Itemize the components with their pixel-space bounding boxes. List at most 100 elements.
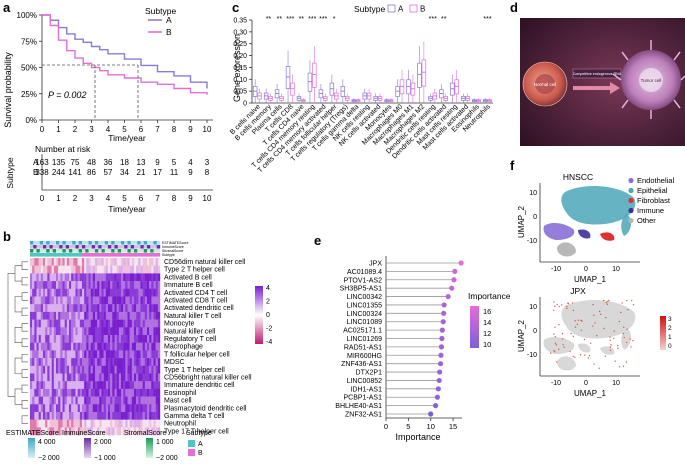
heatmap-cell	[114, 335, 117, 343]
heatmap-cell	[121, 319, 124, 328]
heatmap-cell	[99, 288, 102, 297]
heatmap-cell	[90, 404, 94, 413]
heatmap-cell	[110, 265, 113, 274]
heatmap-cell	[43, 319, 46, 328]
heatmap-cell	[40, 335, 44, 343]
expression-dot	[622, 332, 625, 335]
umap1-xlabel: UMAP_1	[574, 275, 607, 284]
gene-label: LINC01089	[347, 319, 383, 326]
heatmap-cell	[129, 427, 133, 436]
heatmap-cell	[101, 258, 104, 266]
heatmap-cell	[75, 296, 78, 305]
heatmap-row-label: Activated dendritic cell	[164, 305, 234, 312]
heatmap-cell	[140, 373, 143, 382]
heatmap-cell	[147, 327, 150, 336]
heatmap-cell	[58, 350, 61, 359]
heatmap-cell	[51, 342, 55, 351]
heatmap-cell	[62, 273, 65, 282]
expression-dot	[622, 326, 625, 328]
heatmap-cell	[62, 365, 65, 374]
heatmap-cell	[151, 258, 154, 266]
heatmap-cell	[92, 273, 96, 282]
risk-value: 244	[52, 168, 66, 177]
annotation-track-cell	[88, 241, 92, 245]
heatmap-cell	[136, 412, 139, 420]
heatmap-cell	[38, 327, 42, 336]
heatmap-cell	[149, 404, 152, 413]
heatmap-cell	[90, 288, 94, 297]
importance-legend-tick: 10	[483, 340, 491, 349]
gene-label: MIR600HG	[347, 353, 382, 360]
heatmap-cell	[142, 335, 146, 343]
heatmap-cell	[136, 419, 139, 428]
heatmap-cell	[64, 373, 68, 382]
heatmap-cell	[47, 427, 50, 436]
heatmap-cell	[121, 419, 124, 428]
heatmap-cell	[51, 381, 55, 390]
annotation-track-cell	[72, 245, 76, 249]
heatmap-cell	[36, 350, 39, 359]
heatmap-cell	[51, 350, 55, 359]
heatmap-cell	[123, 304, 126, 313]
heatmap-cell	[88, 412, 91, 420]
heatmap-cell	[108, 265, 111, 274]
heatmap-cell	[77, 419, 81, 428]
heatmap-cell	[114, 342, 117, 351]
heatmap-cell	[125, 388, 128, 397]
heatmap-cell	[92, 427, 96, 436]
heatmap-cell	[92, 335, 96, 343]
heatmap-cell	[116, 419, 120, 428]
heatmap-cell	[86, 388, 89, 397]
heatmap-cell	[58, 373, 61, 382]
expression-dot	[574, 326, 577, 328]
heatmap-cell	[155, 304, 159, 313]
dendrogram-branch	[21, 338, 28, 347]
heatmap-cell	[90, 419, 94, 428]
heatmap-cell	[97, 365, 100, 374]
heatmap-cell	[125, 365, 128, 374]
heatmap-cell	[142, 258, 146, 266]
expression-dot	[558, 323, 560, 326]
heatmap-cell	[53, 427, 57, 436]
survival-xtick-label: 0	[40, 125, 45, 134]
heatmap-cell	[99, 273, 102, 282]
annotation-track-cell	[98, 249, 102, 253]
heatmap-cell	[110, 335, 113, 343]
heatmap-cell	[34, 304, 37, 313]
heatmap-cell	[77, 296, 81, 305]
heatmap-cell	[88, 373, 91, 382]
heatmap-cell	[73, 335, 76, 343]
heatmap-cell	[134, 311, 137, 320]
annotation-track-cell	[147, 253, 151, 257]
heatmap-cell	[88, 381, 91, 390]
heatmap-cell	[47, 350, 50, 359]
heatmap-cell	[155, 358, 159, 366]
expression-dot	[553, 309, 555, 311]
expression-dot	[606, 303, 609, 306]
heatmap-cell	[30, 358, 33, 366]
heatmap-cell	[77, 273, 81, 282]
heatmap-cell	[45, 404, 48, 413]
expression-dot	[605, 302, 607, 304]
heatmap-cell	[66, 281, 70, 289]
heatmap-cell	[32, 396, 35, 405]
heatmap-cell	[30, 281, 33, 289]
heatmap-cell	[40, 311, 44, 320]
significance-mark: **	[299, 16, 305, 23]
heatmap-cell	[118, 412, 122, 420]
annotation-track-cell	[49, 253, 53, 257]
heatmap-cell	[58, 327, 61, 336]
annotation-track-cell	[65, 253, 70, 257]
heatmap-cell	[103, 288, 107, 297]
heatmap-cell	[110, 296, 113, 305]
heatmap-cell	[79, 327, 83, 336]
heatmap-cell	[66, 265, 70, 274]
heatmap-cell	[40, 258, 44, 266]
heatmap-cell	[66, 288, 70, 297]
heatmap-cell	[45, 281, 48, 289]
expression-dot	[610, 344, 612, 346]
heatmap-cell	[32, 258, 35, 266]
annotation-track-cell	[156, 245, 161, 249]
heatmap-cell	[66, 319, 70, 328]
heatmap-cell	[66, 404, 70, 413]
